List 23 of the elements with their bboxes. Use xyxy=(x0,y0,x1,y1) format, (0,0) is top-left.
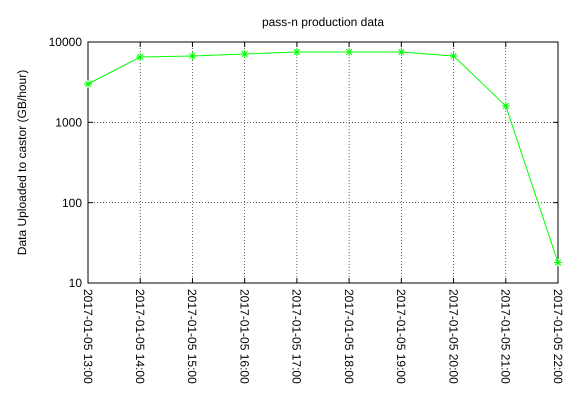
y-tick-label: 100 xyxy=(62,196,82,210)
point xyxy=(449,51,458,60)
x-tick-label: 2017-01-05 19:00 xyxy=(394,289,408,384)
point xyxy=(136,52,145,62)
x-tick-label: 2017-01-05 21:00 xyxy=(498,289,513,384)
point xyxy=(501,101,510,110)
point xyxy=(84,80,92,89)
x-tick-label: 2017-01-05 17:00 xyxy=(290,289,304,384)
y-tick-label: 10000 xyxy=(48,35,82,50)
x-tick-label: 2017-01-05 14:00 xyxy=(133,289,148,384)
point xyxy=(240,49,250,58)
x-tick-label: 2017-01-05 22:00 xyxy=(550,289,565,384)
point xyxy=(554,258,562,267)
y-axis-title: Data Uploaded to castor (GB/hour) xyxy=(15,70,29,256)
x-tick-label: 2017-01-05 20:00 xyxy=(446,289,460,384)
y-tick-label: 10 xyxy=(68,276,82,290)
x-tick-label: 2017-01-05 13:00 xyxy=(80,289,95,384)
point xyxy=(188,51,197,60)
x-tick-label: 2017-01-05 15:00 xyxy=(185,289,200,384)
y-tick-label: 1000 xyxy=(55,116,82,130)
x-tick-label: 2017-01-05 16:00 xyxy=(237,289,252,384)
x-tick-label: 2017-01-05 18:00 xyxy=(342,289,356,384)
chart-title: pass-n production data xyxy=(262,15,384,29)
